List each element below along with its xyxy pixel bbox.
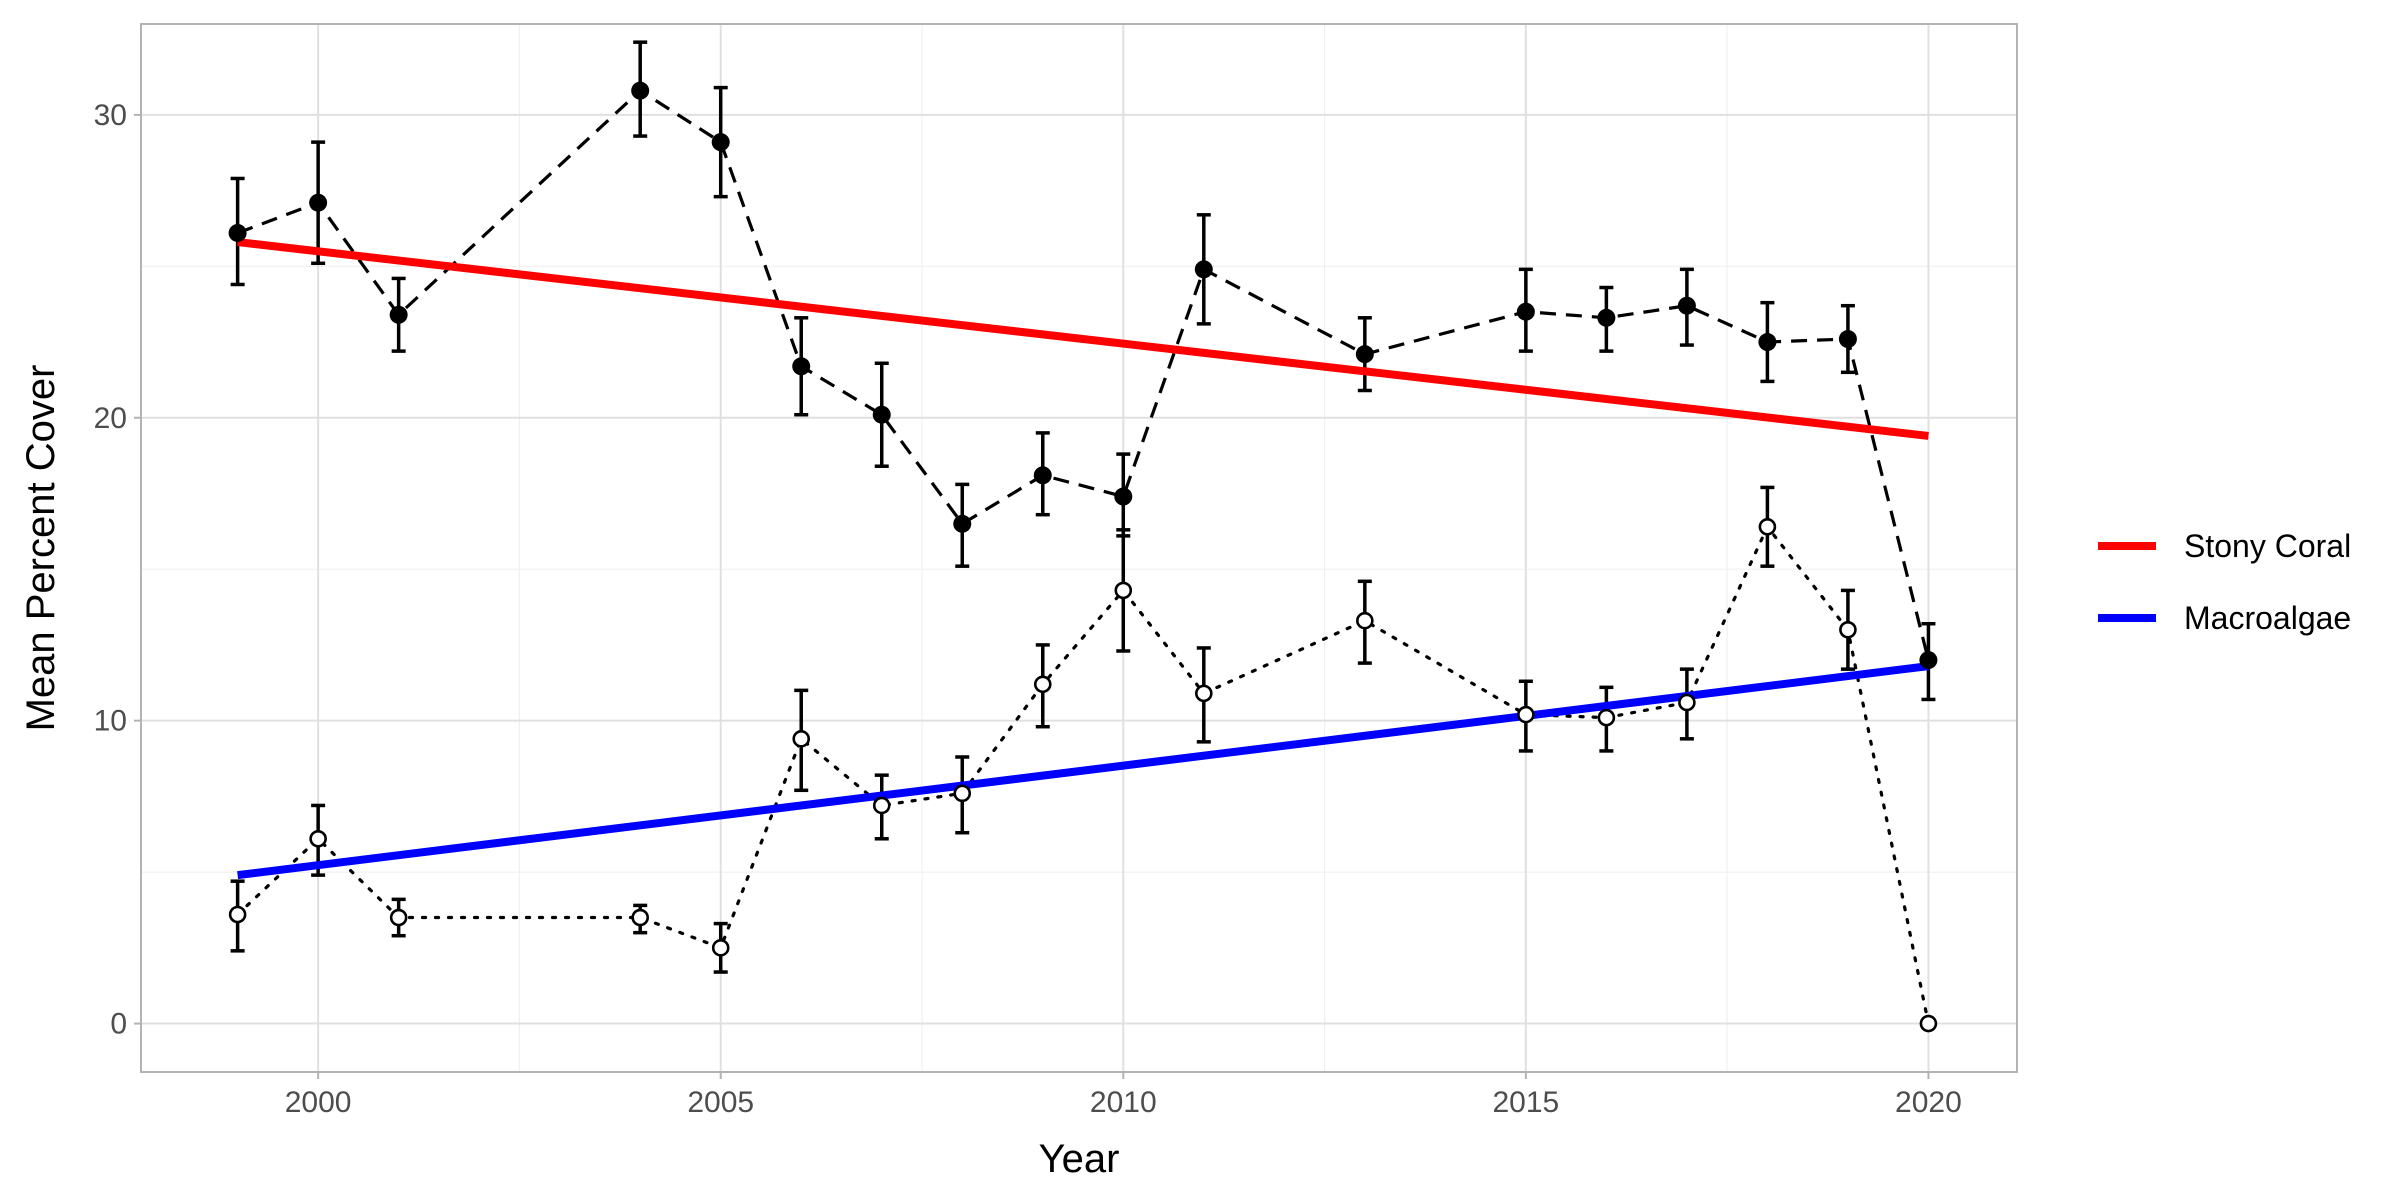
data-point	[1677, 296, 1696, 315]
data-point	[1033, 675, 1052, 694]
data-point	[309, 829, 327, 848]
x-tick-label: 2005	[687, 1086, 754, 1119]
data-point	[792, 357, 811, 376]
data-point	[953, 784, 972, 803]
data-point	[309, 193, 328, 212]
data-points	[228, 81, 1938, 1033]
trend-lines	[237, 238, 1929, 880]
series-line-1	[237, 88, 1930, 661]
data-point	[711, 133, 730, 152]
x-tick-label: 2015	[1492, 1086, 1559, 1119]
data-point	[1758, 333, 1777, 352]
x-tick-label: 2020	[1895, 1086, 1962, 1119]
y-tick-label: 0	[110, 1008, 127, 1041]
data-point	[1356, 611, 1374, 630]
data-point	[872, 796, 891, 815]
trend-line-1	[237, 238, 1929, 440]
y-axis-title: Mean Percent Cover	[19, 365, 63, 732]
data-point	[1114, 487, 1133, 506]
data-point	[1355, 345, 1374, 364]
data-point	[1516, 302, 1535, 321]
data-point	[631, 908, 649, 927]
data-point	[1517, 705, 1535, 724]
data-point	[1194, 260, 1213, 279]
data-point	[1194, 684, 1213, 703]
data-point	[1838, 330, 1857, 349]
data-point	[389, 908, 408, 927]
data-point	[1678, 693, 1696, 712]
error-bars	[230, 40, 1936, 1026]
data-point	[1919, 651, 1938, 670]
data-point	[953, 514, 972, 533]
y-tick-label: 30	[94, 99, 127, 132]
legend-entry: Stony Coral	[2098, 528, 2351, 564]
data-point	[228, 223, 247, 242]
legend-label: Macroalgae	[2184, 600, 2351, 636]
data-point	[792, 730, 811, 748]
axis-ticks: 2000 2005 2010 2015 2020 0 10 20 30	[94, 99, 1962, 1119]
trend-line-2	[237, 662, 1929, 880]
legend-entry: Macroalgae	[2098, 600, 2351, 636]
y-tick-label: 10	[94, 705, 127, 738]
series-lines	[236, 88, 1930, 1026]
data-point	[1597, 308, 1616, 327]
data-point	[1758, 517, 1777, 536]
data-point	[872, 405, 891, 424]
y-tick-label: 20	[94, 402, 127, 435]
x-axis-title: Year	[1039, 1137, 1120, 1181]
data-point	[228, 905, 247, 924]
data-point	[1597, 708, 1616, 727]
x-tick-label: 2000	[285, 1086, 352, 1119]
grid	[141, 24, 2017, 1072]
series-line-2	[236, 523, 1930, 1026]
data-point	[631, 81, 650, 100]
legend-label: Stony Coral	[2184, 528, 2351, 564]
data-point	[1839, 620, 1857, 639]
data-point	[711, 939, 730, 957]
plot-panel-border	[140, 23, 2018, 1073]
data-point	[389, 305, 408, 324]
data-point	[1033, 466, 1052, 485]
legend: Stony Coral Macroalgae	[2098, 528, 2351, 636]
data-point	[1114, 581, 1133, 600]
data-point	[1919, 1014, 1938, 1033]
x-tick-label: 2010	[1090, 1086, 1157, 1119]
